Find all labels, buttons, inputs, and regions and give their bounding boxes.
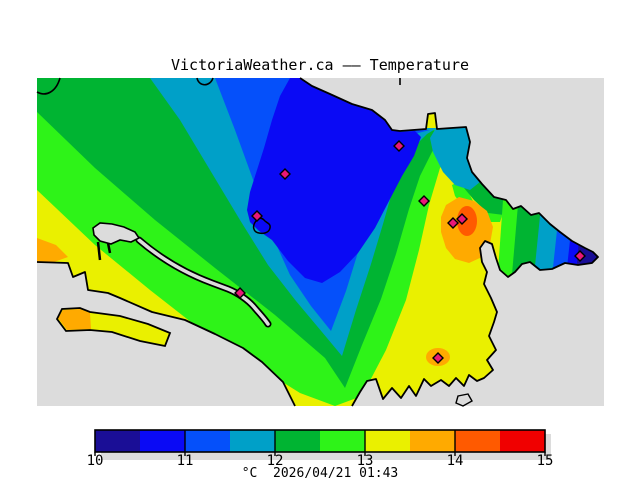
page-title: VictoriaWeather.ca –– Temperature	[0, 56, 640, 74]
temp-band-orange	[37, 238, 68, 262]
colorbar-tick-label: 12	[266, 453, 284, 469]
station-marker[interactable]	[432, 352, 444, 364]
lake-outline	[252, 217, 271, 235]
colorbar-segment-orange	[410, 430, 456, 452]
temp-band-blue	[247, 78, 421, 283]
station-marker[interactable]	[447, 217, 459, 229]
timestamp: 2026/04/21 01:43	[273, 466, 399, 480]
site-name: VictoriaWeather.ca	[170, 56, 334, 74]
title-dashes: ––	[342, 56, 361, 74]
colorbar-segment-navy	[95, 430, 141, 452]
colorbar-tick-label: 13	[356, 453, 374, 469]
colorbar-tick-labels: 10 11 12 13 14 15	[0, 453, 640, 469]
station-marker[interactable]	[251, 210, 263, 222]
colorbar-tick-label: 11	[176, 453, 194, 469]
colorbar-border	[94, 429, 546, 453]
inlet-arm-west	[96, 241, 102, 261]
station-marker[interactable]	[234, 287, 246, 299]
colorbar-segment-orangered	[455, 430, 501, 452]
footer-gap	[257, 466, 273, 480]
station-marker[interactable]	[574, 250, 586, 262]
bay-arc-mid	[196, 77, 214, 86]
inlet-basin	[92, 222, 141, 245]
colorbar-segment-lime	[320, 430, 366, 452]
inlet-arm-east	[106, 242, 112, 254]
station-marker[interactable]	[456, 213, 468, 225]
station-markers	[234, 140, 586, 364]
station-marker[interactable]	[393, 140, 405, 152]
colorbar	[94, 429, 551, 460]
colorbar-segment-green	[275, 430, 321, 452]
unit-label: °C	[241, 466, 258, 480]
temp-band-lime	[452, 180, 503, 222]
colorbar-segment-teal	[230, 430, 276, 452]
title-variable: Temperature	[369, 56, 470, 74]
colorbar-segment-blue	[140, 430, 186, 452]
coastal-peninsula-outline	[55, 307, 172, 348]
station-marker[interactable]	[418, 195, 430, 207]
island-south	[455, 393, 473, 407]
colorbar-tick-label: 10	[86, 453, 104, 469]
north-coastline	[299, 77, 599, 407]
temp-band-teal	[430, 127, 480, 190]
coastal-peninsula-warm-spot	[58, 309, 91, 330]
colorbar-tick-label: 15	[536, 453, 554, 469]
station-marker[interactable]	[279, 168, 291, 180]
colorbar-segment-red	[500, 430, 546, 452]
colorbar-segment-lightblue	[185, 430, 231, 452]
footer-caption: °C 2026/04/21 01:43	[0, 466, 640, 480]
colorbar-tick-label: 14	[446, 453, 464, 469]
colorbar-segment-yellow	[365, 430, 411, 452]
strait-coastline	[36, 261, 296, 407]
bay-arc-west	[36, 77, 61, 95]
